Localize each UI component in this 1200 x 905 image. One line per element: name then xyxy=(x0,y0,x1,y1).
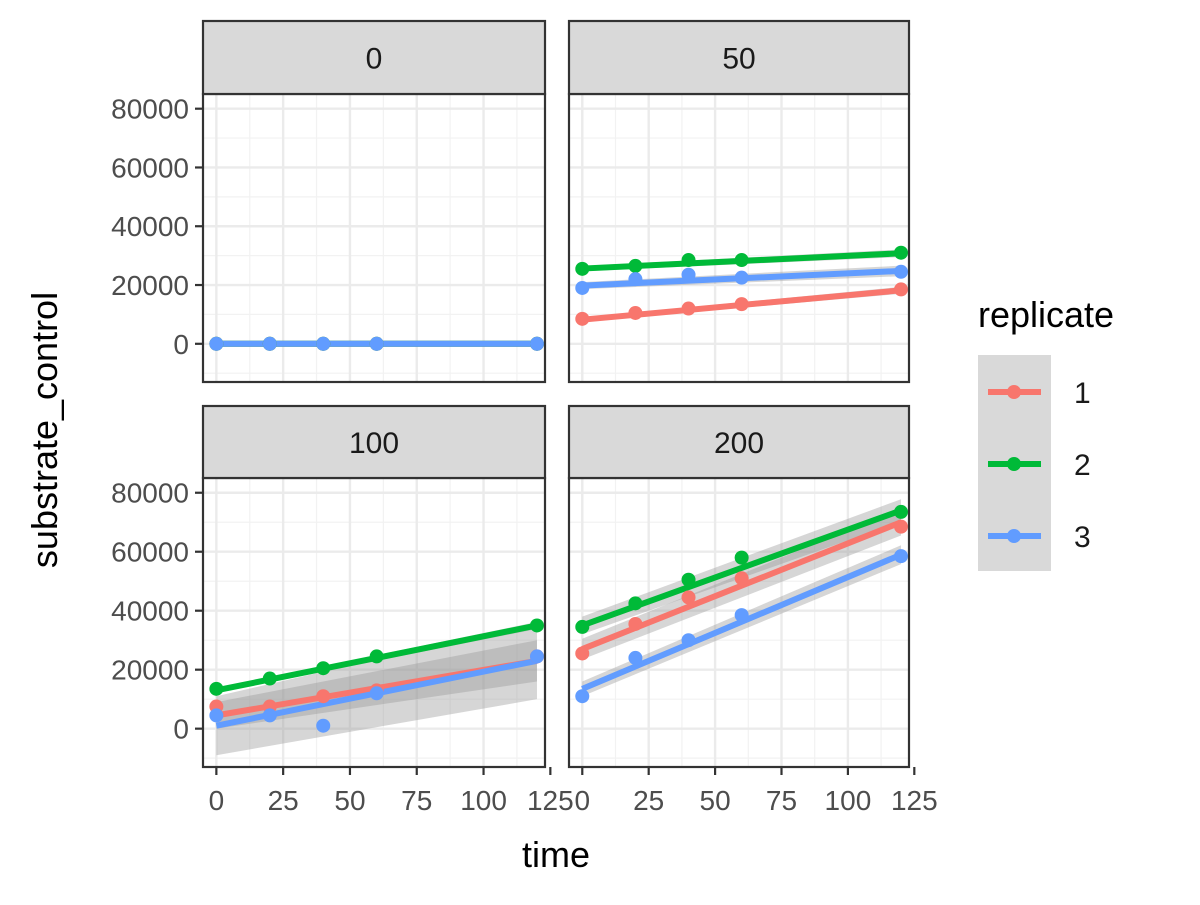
data-point-2 xyxy=(894,245,909,260)
data-point-2 xyxy=(894,504,909,519)
data-point-3 xyxy=(262,336,277,351)
y-tick-label: 40000 xyxy=(111,211,189,242)
data-point-3 xyxy=(209,336,224,351)
facet-strip xyxy=(201,19,547,96)
data-point-2 xyxy=(369,649,384,664)
facet-strip-label: 0 xyxy=(366,43,383,76)
data-point-2 xyxy=(575,619,590,634)
data-point-2 xyxy=(316,661,331,676)
data-point-3 xyxy=(316,336,331,351)
data-point-3 xyxy=(628,650,643,665)
data-point-1 xyxy=(628,305,643,320)
data-point-3 xyxy=(681,633,696,648)
x-tick-label: 100 xyxy=(460,785,507,816)
data-point-1 xyxy=(734,571,749,586)
x-tick-label: 50 xyxy=(334,785,365,816)
data-point-2 xyxy=(262,671,277,686)
y-tick-label: 20000 xyxy=(111,655,189,686)
x-tick-label: 25 xyxy=(268,785,299,816)
legend-key-point xyxy=(1007,385,1021,399)
legend-label: 3 xyxy=(1074,521,1091,554)
legend-label: 1 xyxy=(1074,377,1091,410)
data-point-3 xyxy=(369,686,384,701)
data-point-1 xyxy=(316,689,331,704)
x-axis-title: time xyxy=(522,834,590,875)
facet-strip xyxy=(201,404,547,480)
data-point-3 xyxy=(529,649,544,664)
data-point-2 xyxy=(529,618,544,633)
legend-label: 2 xyxy=(1074,449,1091,482)
data-point-3 xyxy=(628,272,643,287)
data-point-1 xyxy=(575,646,590,661)
facet-strip xyxy=(567,19,911,96)
data-point-3 xyxy=(575,280,590,295)
facet-strip xyxy=(567,404,911,480)
data-point-2 xyxy=(734,253,749,268)
data-point-1 xyxy=(681,590,696,605)
data-point-2 xyxy=(628,258,643,273)
y-tick-label: 80000 xyxy=(111,478,189,509)
x-tick-label: 0 xyxy=(209,785,225,816)
x-tick-label: 25 xyxy=(633,785,664,816)
data-point-1 xyxy=(734,297,749,312)
data-point-3 xyxy=(894,264,909,279)
y-tick-label: 0 xyxy=(173,714,189,745)
y-tick-label: 60000 xyxy=(111,537,189,568)
y-tick-label: 60000 xyxy=(111,152,189,183)
data-point-2 xyxy=(575,261,590,276)
data-point-2 xyxy=(681,572,696,587)
data-point-3 xyxy=(262,708,277,723)
data-point-3 xyxy=(734,270,749,285)
panel-background xyxy=(203,94,545,382)
data-point-3 xyxy=(894,549,909,564)
data-point-2 xyxy=(734,550,749,565)
data-point-3 xyxy=(681,267,696,282)
panel-background xyxy=(569,94,909,382)
legend-key-point xyxy=(1007,529,1021,543)
x-tick-label: 75 xyxy=(401,785,432,816)
legend-title: replicate xyxy=(978,294,1114,335)
data-point-1 xyxy=(894,282,909,297)
y-axis-title: substrate_control xyxy=(24,292,65,568)
x-tick-label: 100 xyxy=(825,785,872,816)
facet-strip-label: 100 xyxy=(349,427,399,460)
x-tick-label: 0 xyxy=(574,785,590,816)
x-tick-label: 125 xyxy=(891,785,938,816)
y-tick-label: 0 xyxy=(173,329,189,360)
data-point-2 xyxy=(209,681,224,696)
data-point-3 xyxy=(369,336,384,351)
data-point-3 xyxy=(209,708,224,723)
y-tick-label: 20000 xyxy=(111,270,189,301)
facet-strip-label: 200 xyxy=(714,427,764,460)
y-tick-label: 80000 xyxy=(111,94,189,125)
x-tick-label: 75 xyxy=(766,785,797,816)
y-tick-label: 40000 xyxy=(111,596,189,627)
x-tick-label: 50 xyxy=(700,785,731,816)
data-point-3 xyxy=(316,718,331,733)
legend-key-point xyxy=(1007,457,1021,471)
data-point-1 xyxy=(628,616,643,631)
data-point-1 xyxy=(575,311,590,326)
facet-strip-label: 50 xyxy=(722,43,755,76)
data-point-3 xyxy=(529,336,544,351)
data-point-1 xyxy=(894,519,909,534)
data-point-1 xyxy=(681,301,696,316)
data-point-3 xyxy=(734,608,749,623)
data-point-2 xyxy=(628,596,643,611)
x-tick-label: 125 xyxy=(527,785,574,816)
data-point-3 xyxy=(575,689,590,704)
data-point-2 xyxy=(681,253,696,268)
